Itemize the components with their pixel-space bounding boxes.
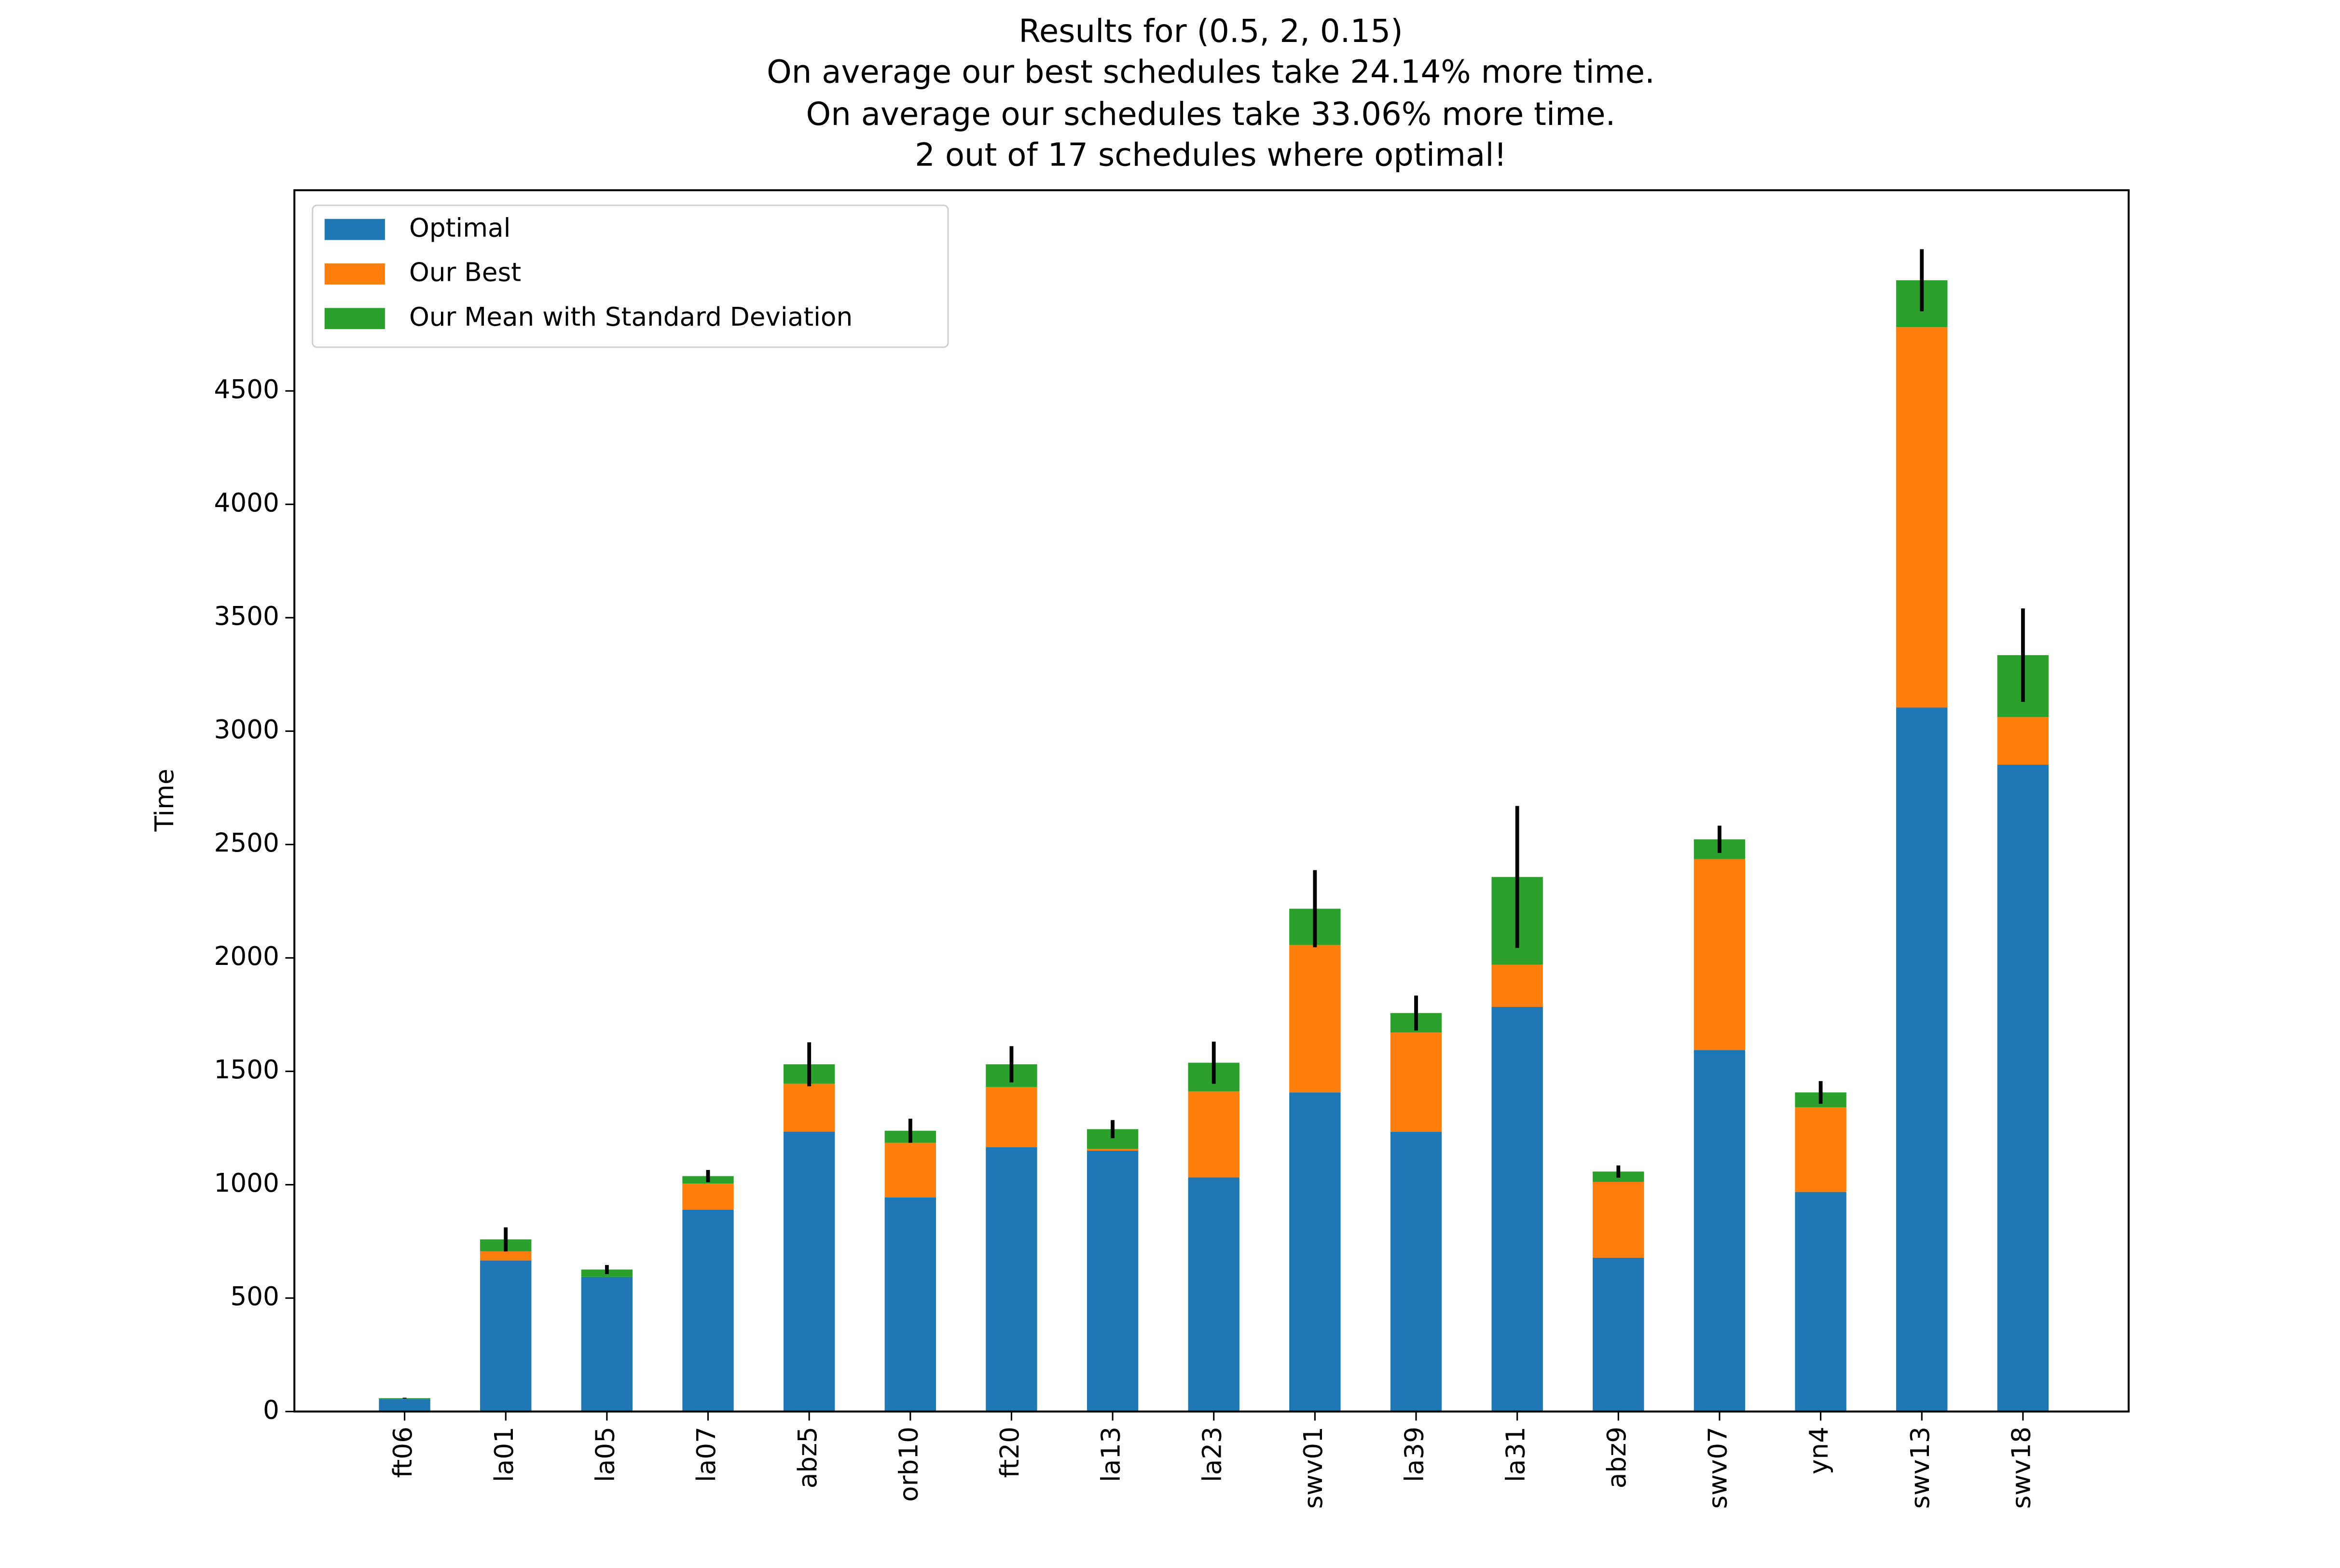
plot-frame [293,189,2130,1413]
bar-segment [783,1131,835,1412]
bar-segment [682,1183,734,1210]
x-tick-label: abz9 [1602,1427,1632,1488]
x-tick-label: la39 [1400,1427,1430,1482]
x-tick-label: ft20 [995,1427,1025,1478]
legend-label: Our Mean with Standard Deviation [409,302,853,332]
x-tick-label: abz5 [793,1427,823,1488]
legend-swatch [324,263,385,285]
y-tick-label: 1000 [214,1168,279,1198]
y-tick-label: 4000 [214,488,279,518]
x-tick-label: la23 [1197,1427,1227,1482]
y-tick-label: 500 [230,1281,279,1311]
bar-segment [986,1087,1037,1147]
bar-segment [1390,1032,1442,1132]
x-tick-label: la31 [1500,1427,1530,1482]
y-tick-label: 3500 [214,601,279,631]
x-tick-label: orb10 [894,1427,923,1502]
bar-segment [1289,945,1341,1093]
legend-box [312,204,949,348]
x-tick-label: ft06 [388,1427,418,1478]
chart-title: 2 out of 17 schedules where optimal! [915,137,1507,173]
bar-segment [986,1147,1037,1412]
bar-segment [581,1277,633,1412]
y-tick-label: 3000 [214,715,279,744]
bar-segment [1795,1192,1846,1412]
x-tick-label: la01 [489,1427,519,1482]
bar-segment [1390,1132,1442,1412]
bar-segment [1491,1007,1543,1412]
bar-segment [1795,1107,1846,1192]
bar-segment [1087,1149,1139,1151]
bar-segment [884,1142,936,1197]
legend-label: Optimal [409,213,510,243]
bar-segment [1997,764,2049,1412]
x-tick-label: la05 [591,1427,620,1482]
bar-segment [884,1197,936,1412]
bar-segment [1087,1151,1139,1412]
bar-segment [1593,1182,1644,1258]
chart-title: On average our best schedules take 24.14… [767,54,1655,90]
bar-segment [783,1084,835,1132]
chart-title: On average our schedules take 33.06% mor… [806,96,1616,133]
chart-title: Results for (0.5, 2, 0.15) [1019,13,1403,50]
x-tick-label: la07 [691,1427,721,1482]
legend-swatch [324,308,385,330]
bar-segment [1289,1092,1341,1412]
x-tick-label: swv07 [1703,1427,1733,1509]
bar-segment [1491,964,1543,1007]
bar-segment [1188,1177,1239,1412]
y-tick-label: 2500 [214,828,279,858]
legend-swatch [324,219,385,240]
y-tick-label: 0 [263,1395,279,1425]
bar-segment [682,1210,734,1412]
bar-segment [1896,707,1948,1412]
x-tick-label: la13 [1096,1427,1126,1482]
y-tick-label: 1500 [214,1055,279,1085]
bar-segment [1693,859,1746,1050]
x-tick-label: yn4 [1804,1427,1834,1474]
bar-segment [1188,1091,1239,1178]
y-tick-label: 4500 [214,374,279,404]
bar-segment [1896,327,1948,708]
bar-segment [1693,1050,1746,1412]
legend-label: Our Best [409,258,521,288]
bar-segment [1997,717,2049,765]
x-tick-label: swv13 [1905,1427,1935,1509]
bar-segment [1593,1257,1644,1412]
x-tick-label: swv18 [2007,1427,2037,1509]
x-tick-label: swv01 [1298,1427,1328,1509]
bar-segment [379,1399,430,1412]
bar-segment [480,1260,532,1412]
y-axis-label: Time [150,769,179,832]
y-tick-label: 2000 [214,941,279,971]
bar-segment [480,1251,532,1261]
